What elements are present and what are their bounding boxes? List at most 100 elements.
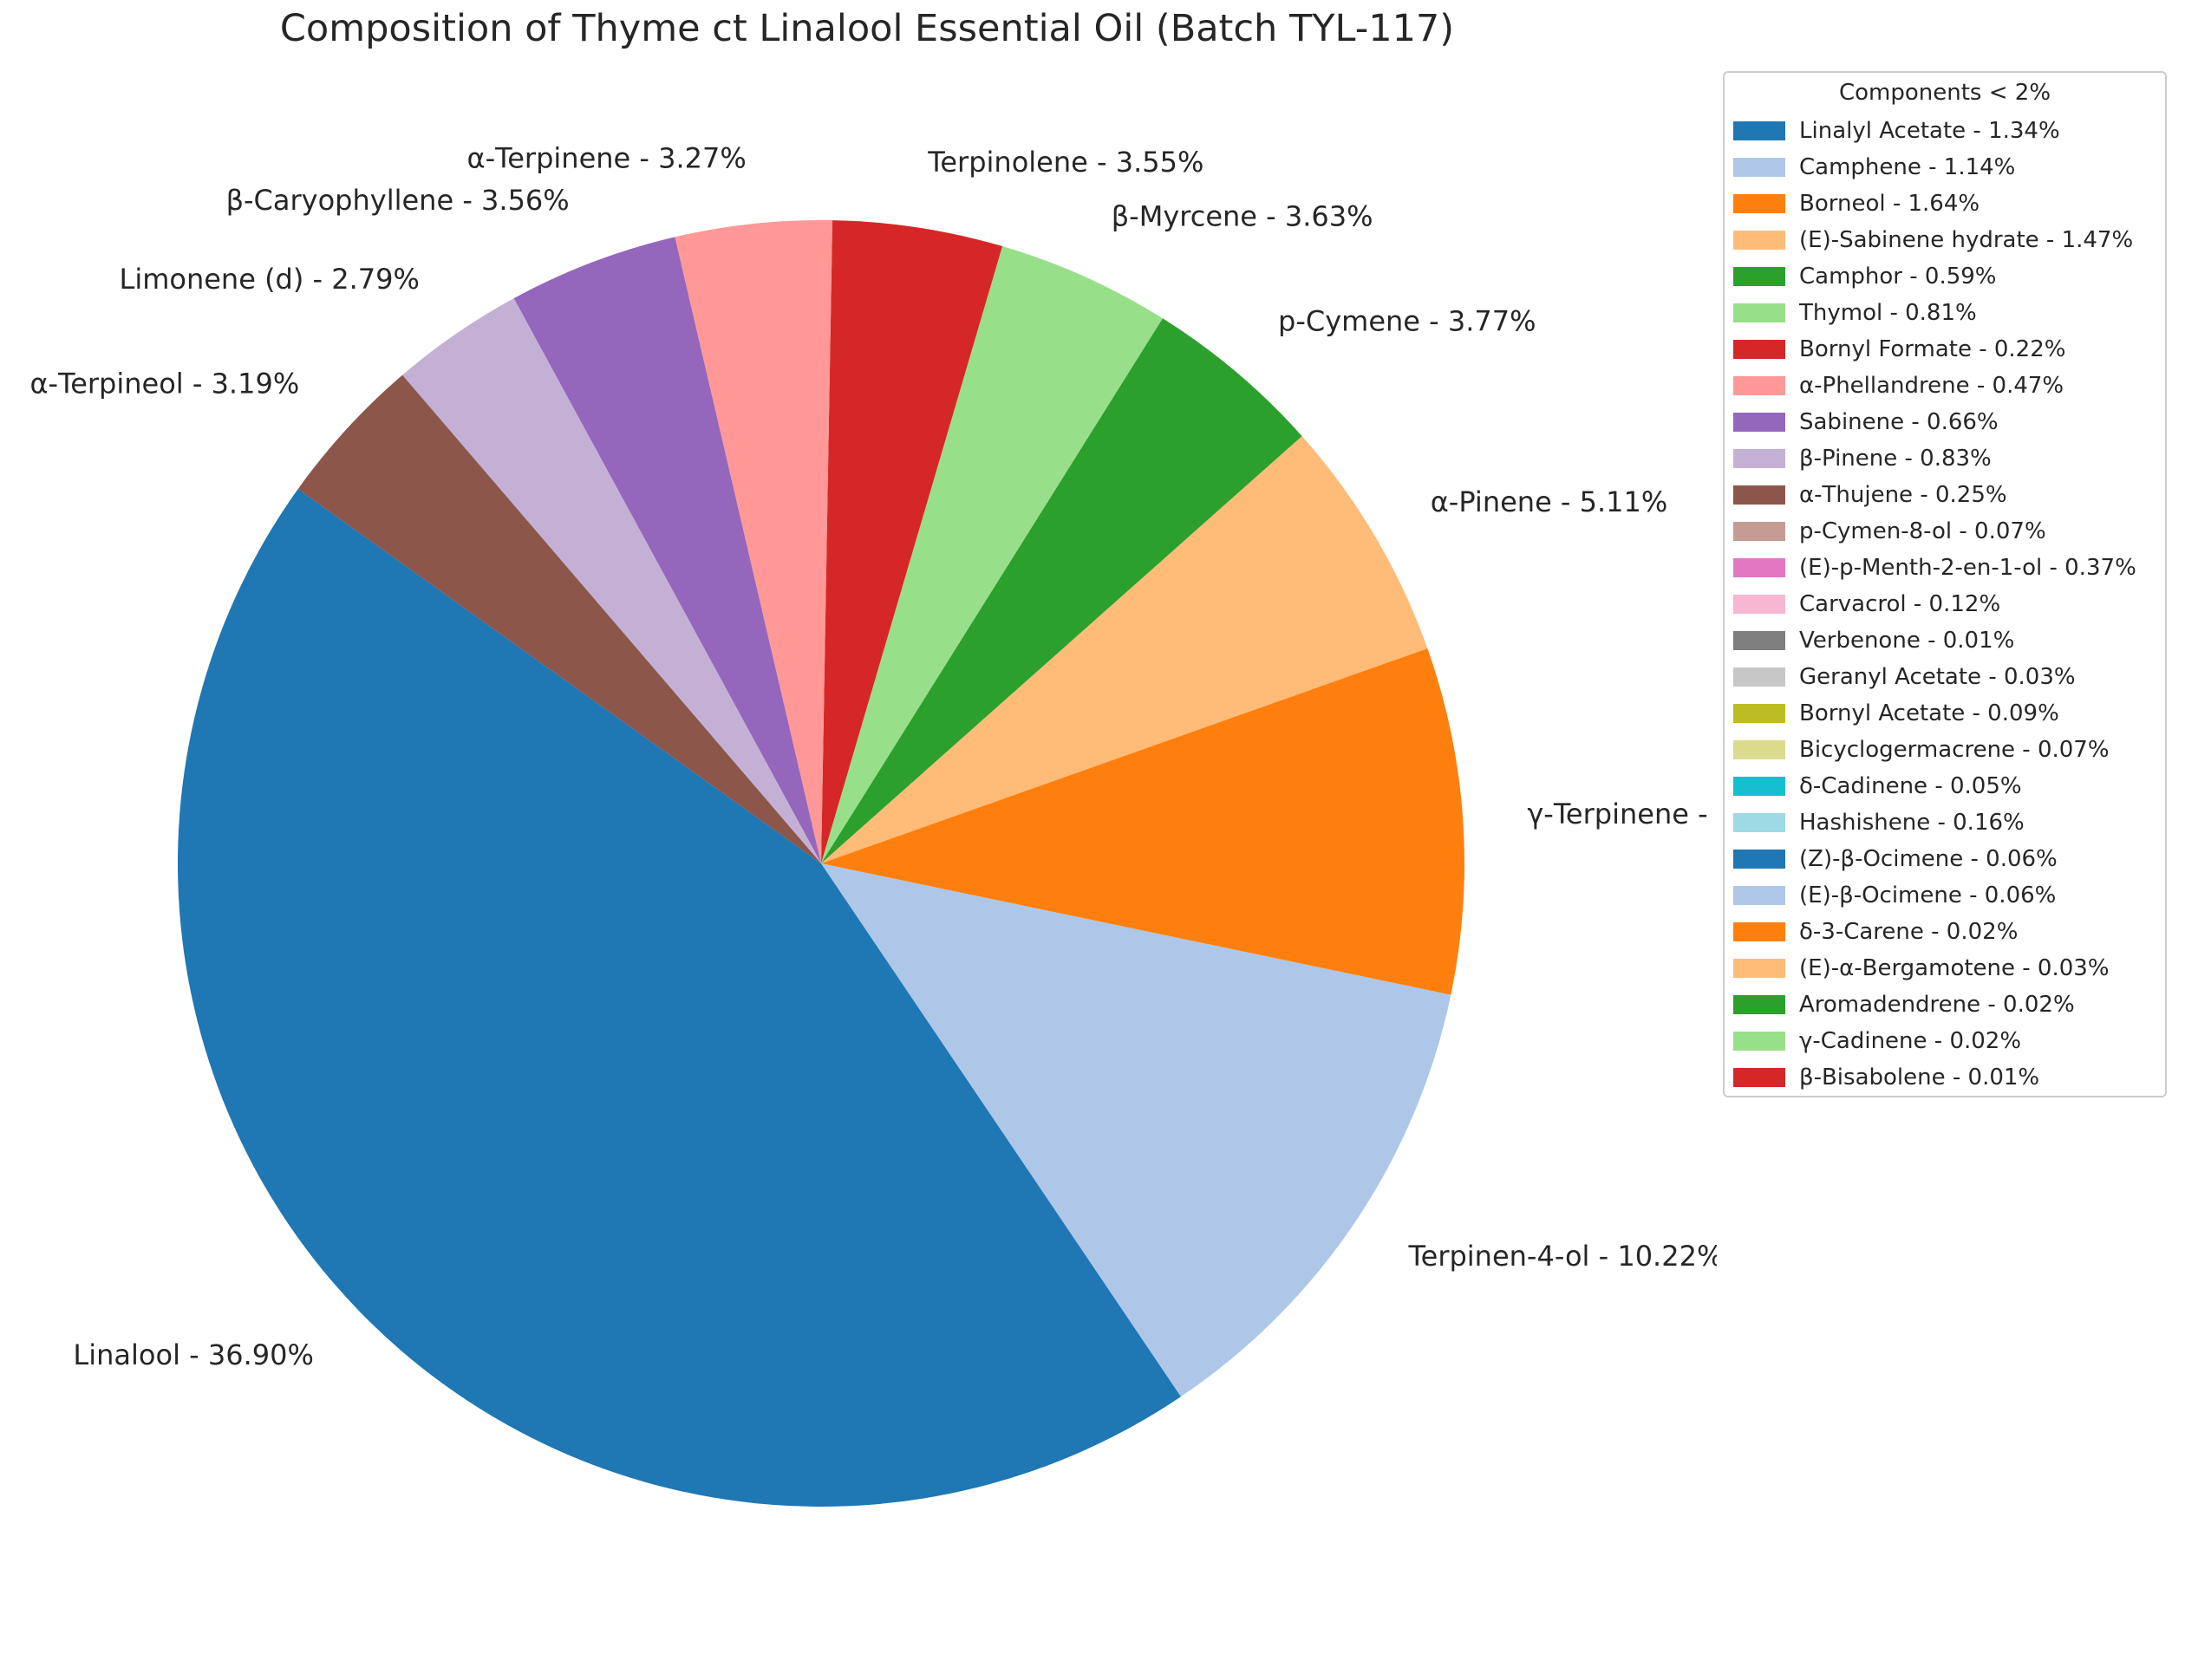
legend-label: β-Bisabolene - 0.01% [1799,1065,2040,1091]
pie-slice [675,220,833,864]
legend-item: Aromadendrene - 0.02% [1733,987,2075,1023]
legend-swatch [1733,194,1785,213]
pie-slice-label: γ-Terpinene - 7.24% [1527,798,1717,830]
legend-label: Sabinene - 0.66% [1799,409,1999,435]
legend-swatch [1733,303,1785,322]
legend-item: Sabinene - 0.66% [1733,404,1999,440]
legend-swatch [1733,485,1785,505]
legend-swatch [1733,376,1785,395]
legend-label: (E)-p-Menth-2-en-1-ol - 0.37% [1799,555,2136,581]
legend-label: (E)-β-Ocimene - 0.06% [1799,882,2057,908]
pie-slice-label: β-Myrcene - 3.63% [1112,200,1373,233]
legend-swatch [1733,267,1785,286]
legend-swatch [1733,777,1785,796]
legend: Components < 2% Linalyl Acetate - 1.34% C… [1723,71,2167,1097]
pie-slices [177,220,1464,1507]
pie-slice-label: p-Cymene - 3.77% [1278,305,1536,338]
pie-slice-labels: Linalool - 36.90% Terpinen-4-ol - 10.22% γ… [29,141,1717,1371]
legend-item: δ-Cadinene - 0.05% [1733,768,2022,804]
pie-slice [821,863,1451,1397]
legend-item: (E)-Sabinene hydrate - 1.47% [1733,222,2133,258]
legend-item: Thymol - 0.81% [1733,295,1977,331]
pie-slice [821,648,1464,995]
legend-label: Carvacrol - 0.12% [1799,591,2001,617]
legend-label: Hashishene - 0.16% [1799,810,2025,836]
legend-item: Bicyclogermacrene - 0.07% [1733,732,2110,768]
legend-label: δ-3-Carene - 0.02% [1799,919,2019,945]
legend-label: (Z)-β-Ocimene - 0.06% [1799,846,2058,872]
legend-label: Bornyl Formate - 0.22% [1799,336,2066,362]
pie-slice-label: α-Terpineol - 3.19% [29,368,299,400]
pie-slice-label: Linalool - 36.90% [73,1338,313,1371]
legend-item: Verbenone - 0.01% [1733,622,2014,659]
legend-item: (E)-p-Menth-2-en-1-ol - 0.37% [1733,550,2136,586]
legend-label: Linalyl Acetate - 1.34% [1799,118,2060,144]
legend-item: δ-3-Carene - 0.02% [1733,914,2018,950]
legend-label: δ-Cadinene - 0.05% [1799,773,2022,799]
legend-item: β-Bisabolene - 0.01% [1733,1059,2039,1096]
pie-chart: Linalool - 36.90% Terpinen-4-ol - 10.22% γ… [29,141,1717,1507]
legend-label: Camphene - 1.14% [1799,154,2016,180]
legend-item: p-Cymen-8-ol - 0.07% [1733,513,2046,550]
legend-item: α-Thujene - 0.25% [1733,477,2007,513]
pie-slice [821,436,1428,863]
pie-slice-label: Terpinolene - 3.55% [927,146,1203,179]
legend-swatch [1733,340,1785,359]
legend-item: Camphene - 1.14% [1733,149,2015,186]
legend-item: (E)-β-Ocimene - 0.06% [1733,877,2056,914]
legend-item: Bornyl Acetate - 0.09% [1733,695,2059,732]
legend-swatch [1733,158,1785,177]
legend-swatch [1733,850,1785,869]
legend-swatch [1733,667,1785,687]
legend-label: Bornyl Acetate - 0.09% [1799,700,2059,726]
pie-slice [297,374,822,863]
chart-title: Composition of Thyme ct Linalool Essenti… [279,7,1455,50]
legend-swatch [1733,922,1785,941]
legend-item: Hashishene - 0.16% [1733,804,2025,841]
legend-label: β-Pinene - 0.83% [1799,446,1992,472]
legend-label: Thymol - 0.81% [1799,300,1977,326]
legend-title: Components < 2% [1838,80,2051,106]
legend-item: Geranyl Acetate - 0.03% [1733,659,2076,695]
legend-swatch [1733,740,1785,759]
legend-swatch [1733,1068,1785,1087]
pie-slice-label: α-Terpinene - 3.27% [466,141,746,174]
legend-swatch [1733,522,1785,541]
legend-label: γ-Cadinene - 0.02% [1799,1028,2022,1054]
pie-slice [513,237,821,863]
legend-swatch [1733,413,1785,432]
pie-slice [177,489,1181,1507]
legend-item: (E)-α-Bergamotene - 0.03% [1733,950,2110,987]
legend-swatch [1733,813,1785,832]
pie-slice [402,298,821,863]
pie-slice-label: β-Caryophyllene - 3.56% [226,184,570,217]
legend-swatch [1733,449,1785,468]
legend-label: α-Thujene - 0.25% [1799,482,2007,508]
legend-label: Verbenone - 0.01% [1799,628,2015,654]
legend-label: (E)-α-Bergamotene - 0.03% [1799,955,2110,981]
legend-label: p-Cymen-8-ol - 0.07% [1799,518,2046,544]
legend-swatch [1733,1032,1785,1051]
pie-slice-label: α-Pinene - 5.11% [1431,485,1668,518]
legend-item: α-Phellandrene - 0.47% [1733,368,2064,404]
pie-slice-label: Terpinen-4-ol - 10.22% [1408,1240,1717,1273]
pie-slice [821,220,1003,863]
legend-swatch [1733,631,1785,650]
legend-item: Linalyl Acetate - 1.34% [1733,113,2060,149]
legend-swatch [1733,231,1785,250]
legend-swatch [1733,595,1785,614]
legend-item: Bornyl Formate - 0.22% [1733,331,2065,368]
legend-swatch [1733,121,1785,140]
legend-swatch [1733,995,1785,1014]
legend-label: Bicyclogermacrene - 0.07% [1799,737,2110,763]
legend-label: Camphor - 0.59% [1799,264,1997,290]
legend-label: Borneol - 1.64% [1799,191,1980,217]
legend-label: Geranyl Acetate - 0.03% [1799,664,2076,690]
legend-item: β-Pinene - 0.83% [1733,440,1992,477]
legend-item: (Z)-β-Ocimene - 0.06% [1733,841,2058,877]
legend-item: Borneol - 1.64% [1733,186,1980,222]
legend-label: Aromadendrene - 0.02% [1799,992,2075,1018]
pie-slice-label: Limonene (d) - 2.79% [119,263,419,296]
legend-swatch [1733,558,1785,577]
legend-swatch [1733,704,1785,723]
